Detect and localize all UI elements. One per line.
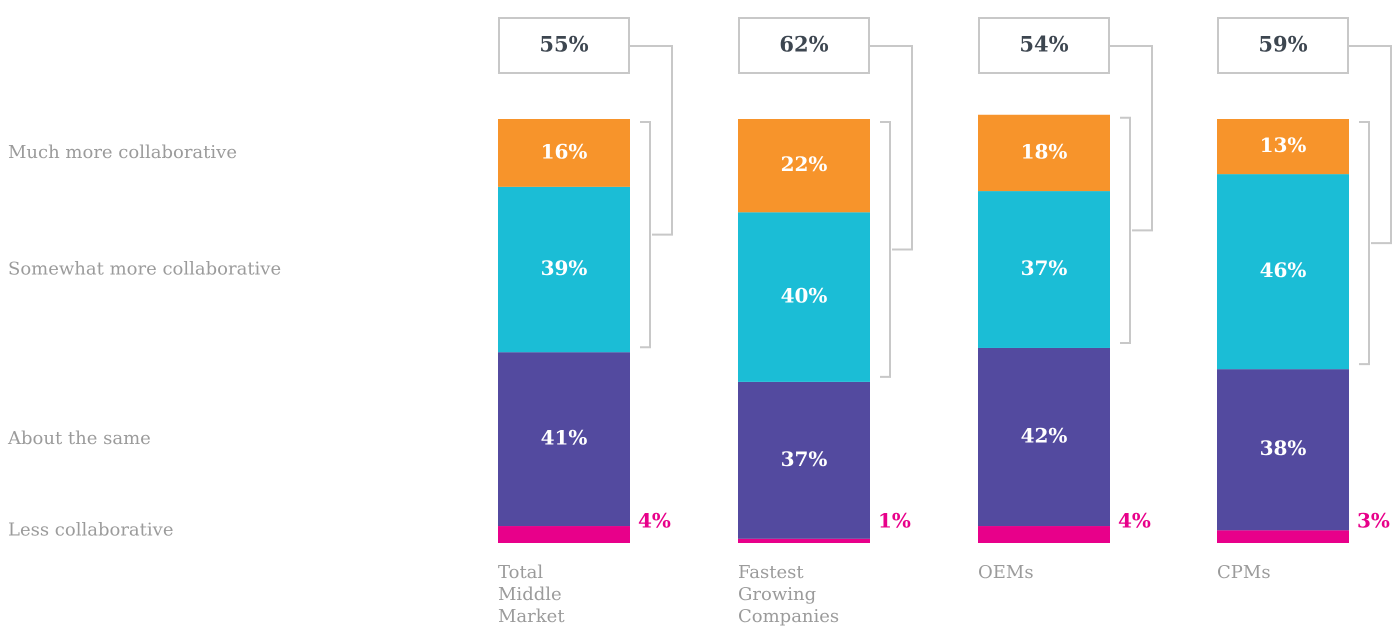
- bracket: [1120, 116, 1131, 344]
- bar-segment: [738, 538, 870, 543]
- value-label: 13%: [1260, 133, 1307, 157]
- legend-label: Less collaborative: [8, 520, 173, 541]
- total-label: 55%: [539, 32, 588, 57]
- bracket: [880, 121, 891, 378]
- bar-segment: [498, 186, 630, 353]
- bar-segment: [738, 381, 870, 539]
- bracket-connector: [1349, 45, 1392, 245]
- bracket-connector: [630, 45, 673, 236]
- bar-segment: [738, 212, 870, 382]
- bracket: [1359, 121, 1370, 366]
- value-label: 39%: [541, 256, 588, 280]
- bar-segment: [1217, 119, 1349, 175]
- value-label: 37%: [781, 447, 828, 471]
- bar-segment: [978, 526, 1110, 543]
- bar-segment: [738, 119, 870, 213]
- bar-segment: [498, 526, 630, 543]
- total-label: 54%: [1019, 32, 1068, 57]
- value-label: 4%: [638, 509, 671, 533]
- total-label: 62%: [779, 32, 828, 57]
- value-label: 3%: [1357, 509, 1390, 533]
- bar-segment: [978, 347, 1110, 527]
- bracket: [640, 121, 651, 349]
- bar-segment: [1217, 174, 1349, 370]
- category-label: Total Middle Market: [498, 562, 565, 627]
- total-label: 59%: [1258, 32, 1307, 57]
- value-label: 37%: [1021, 256, 1068, 280]
- category-label: CPMs: [1217, 562, 1271, 583]
- legend-label: Much more collaborative: [8, 142, 237, 163]
- total-box: [498, 17, 630, 74]
- bar-segment: [978, 191, 1110, 348]
- value-label: 42%: [1021, 424, 1068, 448]
- value-label: 18%: [1021, 139, 1068, 163]
- value-label: 41%: [541, 426, 588, 450]
- legend-label: Somewhat more collaborative: [8, 259, 281, 280]
- bar-segment: [498, 352, 630, 527]
- value-label: 46%: [1260, 258, 1307, 282]
- value-label: 22%: [781, 152, 828, 176]
- value-label: 38%: [1260, 436, 1307, 460]
- total-box: [978, 17, 1110, 74]
- value-label: 40%: [781, 284, 828, 308]
- value-label: 1%: [878, 509, 911, 533]
- category-label: Fastest Growing Companies: [738, 562, 840, 627]
- category-label: OEMs: [978, 562, 1034, 583]
- total-box: [1217, 17, 1349, 74]
- bracket-connector: [870, 45, 913, 251]
- bar-segment: [1217, 369, 1349, 531]
- bar-segment: [498, 119, 630, 187]
- value-label: 4%: [1118, 509, 1151, 533]
- bar-segment: [978, 114, 1110, 192]
- legend-label: About the same: [7, 428, 151, 449]
- bracket-connector: [1110, 45, 1153, 232]
- total-box: [738, 17, 870, 74]
- value-label: 16%: [541, 139, 588, 163]
- bar-segment: [1217, 530, 1349, 543]
